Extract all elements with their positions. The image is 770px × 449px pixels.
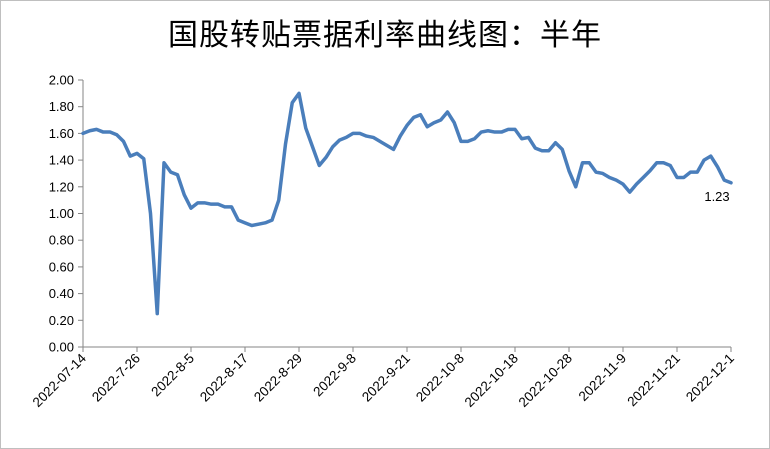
x-tick-label: 2022-9-21 xyxy=(359,351,413,405)
y-tick-label: 1.40 xyxy=(49,153,74,168)
series-group xyxy=(81,91,733,316)
y-tick-label: 1.60 xyxy=(49,126,74,141)
x-tick-label: 2022-10-28 xyxy=(516,351,575,410)
x-tick-label: 2022-8-29 xyxy=(251,351,305,405)
y-tick-label: 0.80 xyxy=(49,233,74,248)
x-tick-label: 2022-10-8 xyxy=(413,351,467,405)
labels-group: 1.23 xyxy=(704,189,729,204)
y-tick-label: 2.00 xyxy=(49,73,74,88)
x-tick-label: 2022-8-5 xyxy=(148,351,197,400)
x-tick-label: 2022-07-14 xyxy=(30,350,90,410)
x-tick-label: 2022-7-26 xyxy=(89,351,143,405)
y-tick-label: 1.20 xyxy=(49,179,74,194)
x-tick-label: 2022-9-8 xyxy=(310,351,359,400)
x-tick-label: 2022-11-9 xyxy=(576,351,629,404)
x-axis: 2022-07-14 2022-7-26 2022-8-5 2022-8-17 2022… xyxy=(30,346,737,410)
y-tick-label: 1.00 xyxy=(49,206,74,221)
y-axis: 0.00 0.20 0.40 0.60 0.80 1.00 1.20 1.40 1.60 1.80… xyxy=(49,73,84,355)
y-tick-label: 1.80 xyxy=(49,99,74,114)
last-value-label: 1.23 xyxy=(704,189,729,204)
y-tick-label: 0.40 xyxy=(49,286,74,301)
series-line xyxy=(81,91,733,316)
x-tick-label: 2022-11-21 xyxy=(624,351,683,410)
x-tick-label: 2022-12-1 xyxy=(683,351,737,405)
x-tick-label: 2022-8-17 xyxy=(197,351,251,405)
y-tick-label: 0.00 xyxy=(49,340,74,355)
chart-title: 国股转贴票据利率曲线图：半年 xyxy=(168,18,602,53)
y-tick-label: 0.20 xyxy=(49,313,74,328)
x-tick-label: 2022-10-18 xyxy=(462,351,521,410)
y-tick-label: 0.60 xyxy=(49,259,74,274)
